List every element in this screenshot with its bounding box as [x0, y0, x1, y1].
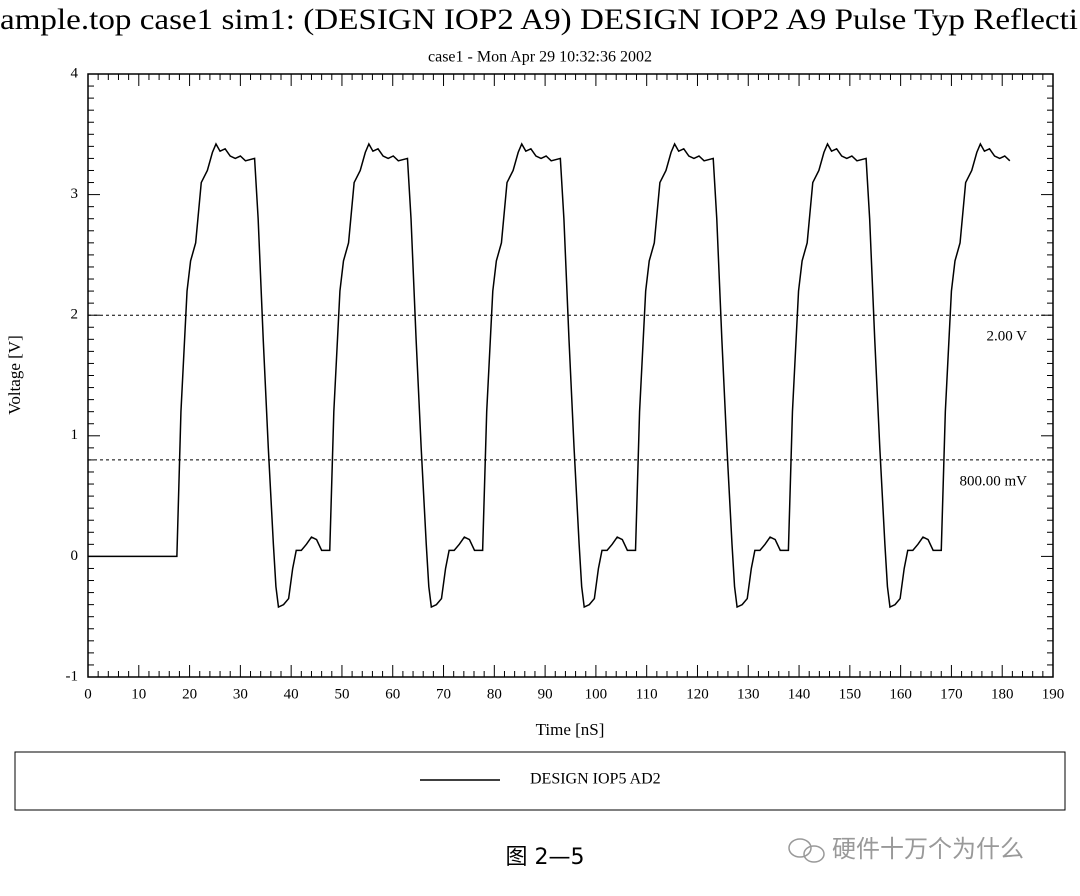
x-tick-label: 70: [436, 686, 451, 702]
x-tick-label: 100: [585, 686, 608, 702]
x-tick-label: 110: [636, 686, 658, 702]
x-axis-label: Time [nS]: [536, 720, 605, 739]
legend-label: DESIGN IOP5 AD2: [530, 771, 661, 788]
x-tick-label: 20: [182, 686, 197, 702]
y-tick-label: 0: [71, 548, 79, 564]
x-tick-label: 170: [940, 686, 963, 702]
x-tick-label: 180: [991, 686, 1014, 702]
x-tick-label: 60: [385, 686, 400, 702]
x-tick-label: 40: [284, 686, 299, 702]
y-tick-label: 4: [71, 65, 79, 81]
x-tick-label: 90: [538, 686, 553, 702]
x-tick-label: 120: [686, 686, 709, 702]
x-tick-label: 150: [839, 686, 862, 702]
y-tick-label: -1: [66, 668, 79, 684]
figure-caption: 图 2—5: [506, 845, 585, 870]
x-tick-label: 50: [334, 686, 349, 702]
watermark: 硬件十万个为什么: [832, 835, 1024, 863]
y-tick-label: 3: [71, 186, 79, 202]
x-tick-label: 30: [233, 686, 248, 702]
x-tick-label: 160: [889, 686, 912, 702]
chart-title: ample.top case1 sim1: (DESIGN IOP2 A9) D…: [0, 3, 1078, 36]
chart-subtitle: case1 - Mon Apr 29 10:32:36 2002: [428, 49, 652, 66]
x-tick-label: 80: [487, 686, 502, 702]
x-tick-label: 0: [84, 686, 92, 702]
y-tick-label: 1: [71, 427, 79, 443]
reference-label: 800.00 mV: [960, 473, 1028, 489]
series-line: [88, 142, 1011, 609]
reference-label: 2.00 V: [986, 329, 1027, 345]
legend-box: [14, 751, 1066, 811]
y-tick-label: 2: [71, 307, 79, 323]
x-tick-label: 10: [131, 686, 146, 702]
x-tick-label: 190: [1042, 686, 1065, 702]
watermark-icon: [788, 838, 825, 863]
x-tick-label: 140: [788, 686, 811, 702]
x-tick-label: 130: [737, 686, 760, 702]
y-axis-label: Voltage [V]: [5, 335, 24, 414]
